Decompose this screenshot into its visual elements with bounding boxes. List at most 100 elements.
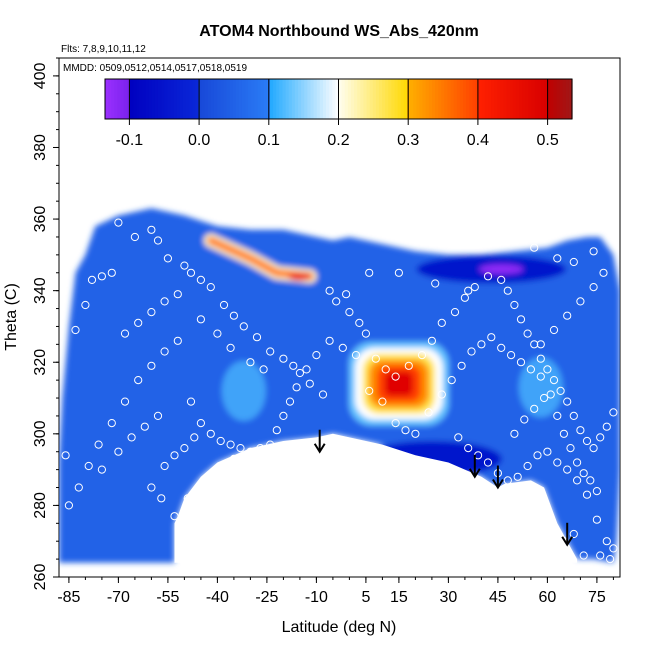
observation-point <box>153 411 163 420</box>
observation-point <box>342 290 351 299</box>
observation-point <box>589 247 598 256</box>
observation-point <box>87 275 97 284</box>
observation-point <box>206 283 215 292</box>
observation-point <box>365 386 374 395</box>
observation-point <box>130 232 139 242</box>
observation-point <box>239 322 248 331</box>
observation-point <box>536 354 545 363</box>
observation-point <box>318 390 328 399</box>
observation-point <box>196 419 205 428</box>
observation-point <box>351 351 361 360</box>
colorbar-swatch <box>164 79 168 119</box>
observation-point <box>71 325 80 335</box>
observation-point <box>84 461 93 471</box>
colorbar-swatch <box>491 79 495 119</box>
observation-point <box>599 268 608 277</box>
observation-point <box>549 529 559 539</box>
observation-point <box>147 361 156 370</box>
colorbar-swatch <box>151 79 156 119</box>
colorbar-swatch <box>217 79 221 119</box>
observation-point <box>325 336 334 345</box>
colorbar-swatch <box>304 79 308 119</box>
observation-point <box>213 329 222 338</box>
observation-point <box>246 358 255 367</box>
observation-point <box>510 429 519 438</box>
colorbar-swatch <box>487 79 492 119</box>
colorbar-swatch <box>254 79 259 119</box>
observation-point <box>74 483 83 492</box>
observation-point <box>450 308 460 317</box>
observation-point <box>173 290 182 299</box>
colorbar-swatch <box>220 79 224 119</box>
x-tick-label: -10 <box>305 589 328 606</box>
light-patch-east <box>518 357 563 418</box>
colorbar-swatch <box>556 79 561 119</box>
observation-point <box>252 333 262 342</box>
observation-point <box>401 426 410 435</box>
observation-point <box>417 351 427 360</box>
observation-point <box>183 494 192 503</box>
observation-point <box>365 268 374 277</box>
observation-point <box>592 487 602 496</box>
observation-point <box>180 444 189 453</box>
observation-point <box>200 479 209 488</box>
observation-point <box>437 390 446 399</box>
observation-point <box>549 325 559 335</box>
colorbar-swatch <box>413 79 417 119</box>
colorbar-swatch <box>136 79 140 119</box>
y-tick-label: 340 <box>32 277 49 304</box>
colorbar-swatch <box>497 79 501 119</box>
colorbar-swatch <box>198 79 203 119</box>
observation-point <box>246 447 255 456</box>
observation-point <box>378 397 387 406</box>
colorbar-swatch <box>341 79 346 119</box>
observation-point <box>226 440 235 449</box>
colorbar-swatch <box>108 79 112 119</box>
colorbar-swatch <box>229 79 234 119</box>
colorbar-swatch <box>120 79 125 119</box>
y-tick-label: 280 <box>32 492 49 519</box>
colorbar-swatch <box>114 79 119 119</box>
mmdd-annotation: MMDD: 0509,0512,0514,0517,0518,0519 <box>63 63 247 74</box>
observation-point <box>153 236 163 245</box>
colorbar-swatch <box>232 79 237 119</box>
observation-point <box>569 411 578 420</box>
observation-point <box>427 336 436 345</box>
observation-point <box>190 433 199 442</box>
colorbar-swatch <box>307 79 312 119</box>
colorbar-swatch <box>438 79 442 119</box>
colorbar-swatch <box>276 79 280 119</box>
observation-point <box>553 254 562 263</box>
colorbar-swatch <box>363 79 368 119</box>
observation-point <box>206 429 215 438</box>
x-axis-label: Latitude (deg N) <box>282 619 397 636</box>
colorbar-swatch <box>111 79 115 119</box>
observation-point <box>81 300 90 310</box>
observation-point <box>134 318 143 327</box>
observation-point <box>292 383 301 392</box>
colorbar-swatch <box>332 79 336 119</box>
colorbar-swatch <box>391 79 396 119</box>
colorbar-swatch <box>148 79 153 119</box>
observation-point <box>147 308 156 317</box>
colorbar-swatch <box>189 79 193 119</box>
colorbar-tick-label: 0.1 <box>258 132 280 149</box>
colorbar-swatch <box>257 79 262 119</box>
colorbar-swatch <box>179 79 184 119</box>
colorbar-swatch <box>522 79 526 119</box>
observation-points <box>61 218 618 564</box>
colorbar-swatch <box>123 79 128 119</box>
observation-point <box>216 436 225 446</box>
colorbar-swatch <box>472 79 477 119</box>
observation-point <box>546 390 555 399</box>
observation-point <box>569 529 578 539</box>
colorbar-swatch <box>503 79 508 119</box>
colorbar-swatch <box>562 79 567 119</box>
x-tick-label: -40 <box>206 589 229 606</box>
observation-point <box>186 268 196 277</box>
observation-point <box>332 297 341 306</box>
observation-point <box>186 397 196 406</box>
colorbar-swatch <box>238 79 243 119</box>
observation-point <box>526 365 536 374</box>
